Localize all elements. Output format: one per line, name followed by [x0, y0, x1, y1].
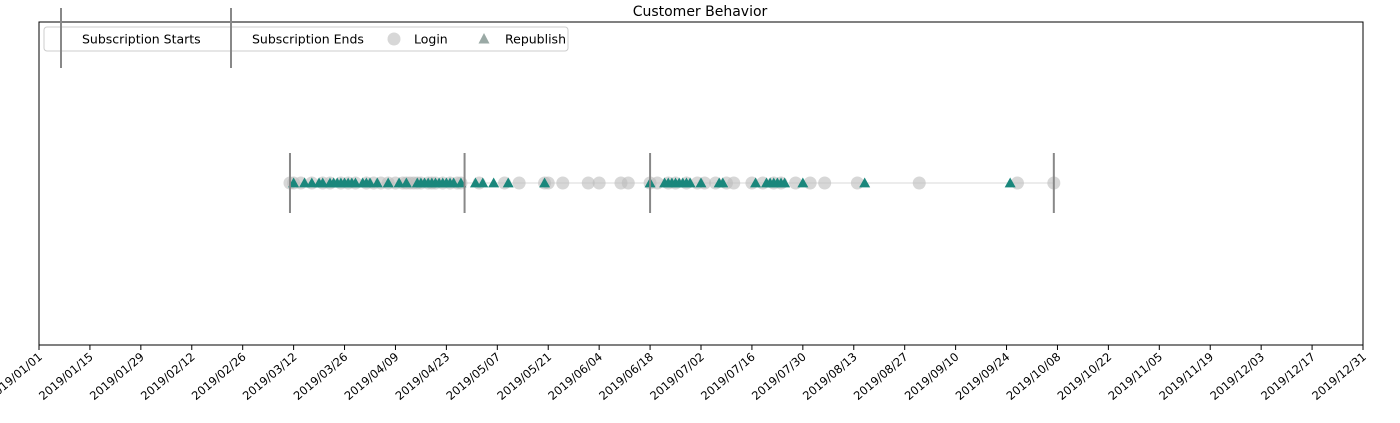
- x-tick-label: 2019/03/12: [240, 350, 300, 403]
- republish-point: [306, 177, 318, 188]
- republish-point: [448, 177, 460, 188]
- x-tick-label: 2019/11/19: [1156, 350, 1216, 403]
- x-tick-label: 2019/01/15: [36, 350, 96, 403]
- login-point: [581, 176, 595, 190]
- x-tick-label: 2019/10/22: [1055, 350, 1115, 403]
- republish-point: [1004, 177, 1016, 188]
- republish-point: [684, 177, 696, 188]
- republish-point: [364, 177, 376, 188]
- login-point: [818, 176, 832, 190]
- republish-point: [400, 177, 412, 188]
- legend-label: Republish: [505, 32, 566, 47]
- x-tick-label: 2019/05/21: [494, 350, 554, 403]
- x-tick-label: 2019/04/09: [342, 350, 402, 403]
- republish-point: [349, 177, 361, 188]
- x-tick-label: 2019/08/13: [800, 350, 860, 403]
- legend: Subscription Starts Subscription Ends Logi…: [43, 8, 569, 68]
- login-point: [727, 176, 741, 190]
- republish-point: [477, 177, 489, 188]
- republish-point: [469, 177, 481, 188]
- republish-point: [371, 177, 383, 188]
- x-tick-label: 2019/12/03: [1207, 350, 1267, 403]
- republish-point: [797, 177, 809, 188]
- legend-circle-glyph: [387, 32, 401, 46]
- plot-layer: [38, 21, 1364, 346]
- login-point: [621, 176, 635, 190]
- x-tick-label: 2019/11/05: [1105, 350, 1165, 403]
- x-tick-label: 2019/09/24: [953, 350, 1013, 403]
- x-tick-label: 2019/01/29: [87, 350, 147, 403]
- x-tick-label: 2019/05/07: [443, 350, 503, 403]
- x-tick-label: 2019/03/26: [291, 350, 351, 403]
- x-tick-label: 2019/12/17: [1258, 350, 1318, 403]
- x-axis-ticks: 2019/01/012019/01/152019/01/292019/02/12…: [0, 345, 1369, 403]
- x-tick-label: 2019/07/16: [698, 350, 758, 403]
- republish-point: [539, 177, 551, 188]
- republish-point: [502, 177, 514, 188]
- x-tick-label: 2019/09/10: [902, 350, 962, 403]
- x-tick-label: 2019/06/04: [545, 350, 605, 403]
- republish-point: [717, 177, 729, 188]
- chart-title: Customer Behavior: [633, 4, 768, 20]
- republish-point: [488, 177, 500, 188]
- republish-point: [859, 177, 871, 188]
- republish-point: [779, 177, 791, 188]
- legend-box: [43, 26, 569, 52]
- x-tick-label: 2019/07/02: [647, 350, 707, 403]
- login-point: [912, 176, 926, 190]
- x-tick-label: 2019/02/12: [138, 350, 198, 403]
- x-tick-label: 2019/12/31: [1309, 350, 1369, 403]
- legend-triangle-glyph: [478, 33, 490, 44]
- legend-label: Subscription Starts: [82, 32, 201, 47]
- login-point: [592, 176, 606, 190]
- legend-label: Login: [414, 32, 448, 47]
- x-tick-label: 2019/04/23: [393, 350, 453, 403]
- republish-point: [317, 177, 329, 188]
- republish-point: [393, 177, 405, 188]
- republish-point: [382, 177, 394, 188]
- x-tick-label: 2019/07/30: [749, 350, 809, 403]
- x-tick-label: 2019/10/08: [1004, 350, 1064, 403]
- x-tick-label: 2019/06/18: [596, 350, 656, 403]
- republish-point: [750, 177, 762, 188]
- republish-point: [299, 177, 311, 188]
- x-tick-label: 2019/08/27: [851, 350, 911, 403]
- x-tick-label: 2019/02/26: [189, 350, 249, 403]
- legend-label: Subscription Ends: [252, 32, 364, 47]
- login-point: [556, 176, 570, 190]
- login-point: [512, 176, 526, 190]
- republish-point: [695, 177, 707, 188]
